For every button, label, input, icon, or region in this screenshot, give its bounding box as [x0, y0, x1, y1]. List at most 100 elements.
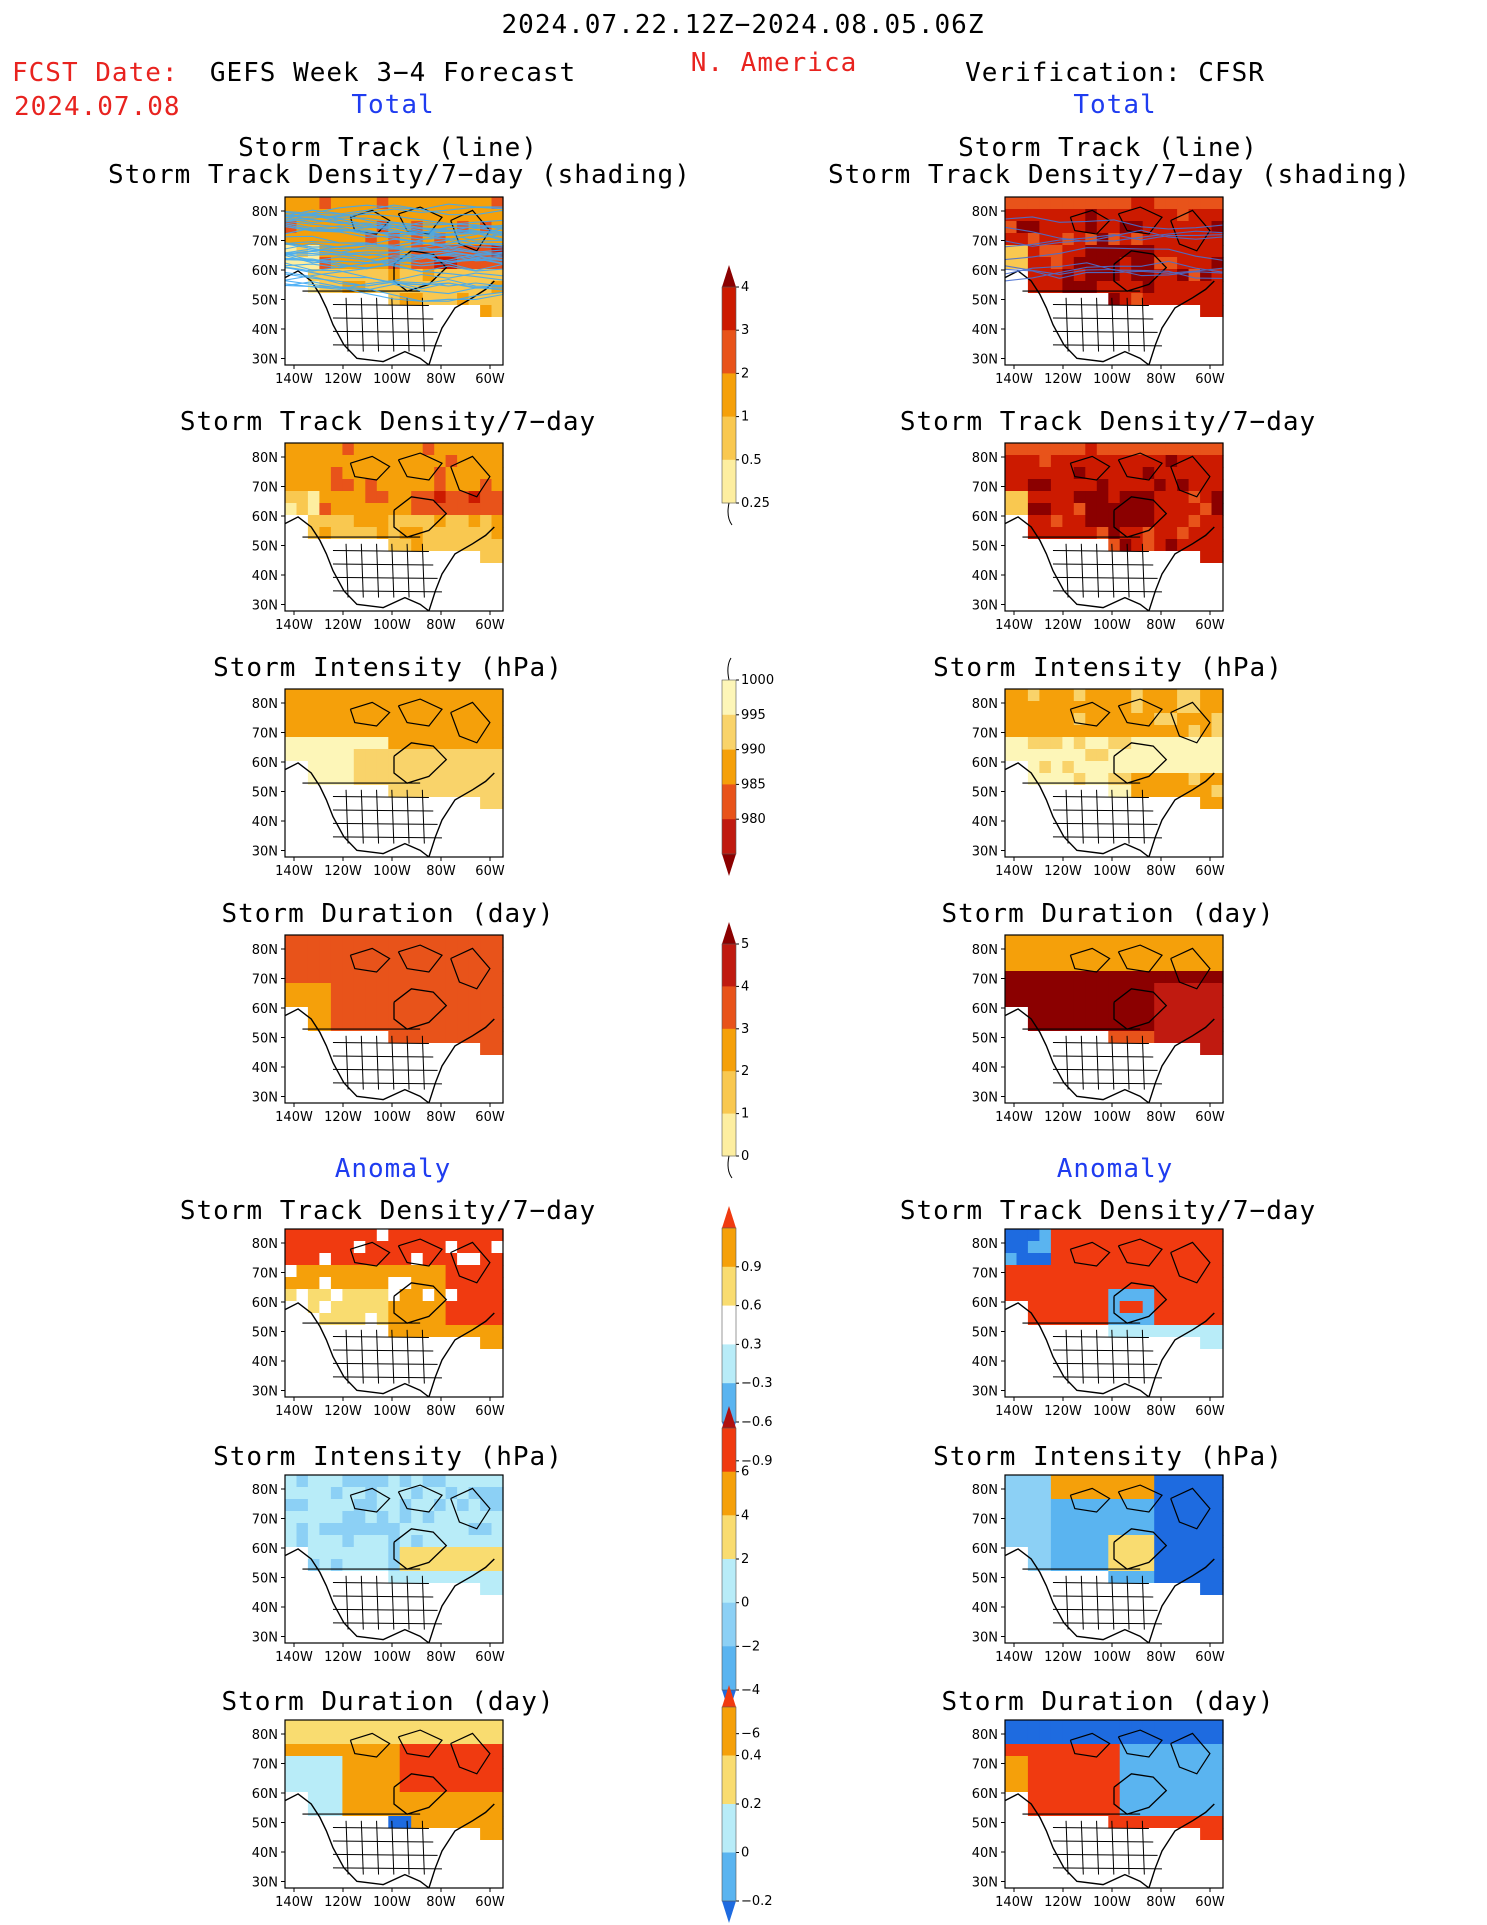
grid-cell: [491, 1385, 504, 1398]
colorbar-segment: [722, 1707, 736, 1756]
grid-cell: [1108, 947, 1121, 960]
grid-cell: [1154, 479, 1167, 492]
grid-cell: [1039, 341, 1052, 354]
grid-cell: [1027, 1547, 1040, 1560]
grid-cell: [1131, 305, 1144, 318]
grid-cell: [342, 983, 355, 996]
grid-cell: [307, 353, 320, 366]
grid-cell: [468, 1079, 481, 1092]
grid-cell: [491, 1583, 504, 1596]
hudson-bay-coastline: [1113, 742, 1168, 784]
grid-cell: [296, 1475, 309, 1488]
grid-cell: [1142, 1756, 1155, 1769]
grid-cell: [1211, 1301, 1224, 1314]
grid-cell: [468, 539, 481, 552]
grid-cell: [1085, 599, 1098, 612]
grid-cell: [1062, 1595, 1075, 1608]
state-line: [391, 1575, 395, 1630]
grid-cell: [1154, 1876, 1167, 1889]
grid-cell: [307, 1475, 320, 1488]
state-boundaries: [1052, 1820, 1162, 1875]
grid-cell: [480, 1385, 493, 1398]
colorbar-label: 4: [741, 280, 749, 295]
grid-cell: [399, 1756, 412, 1769]
arctic-island-coastline: [450, 947, 491, 990]
grid-cell: [1188, 209, 1201, 222]
grid-cell: [319, 1732, 332, 1745]
grid-cell: [1027, 551, 1040, 564]
grid-cell: [376, 845, 389, 858]
grid-cell: [296, 1571, 309, 1584]
grid-cell: [1188, 725, 1201, 738]
storm-track-line: [284, 281, 504, 302]
grid-cell: [1188, 1385, 1201, 1398]
grid-cell: [491, 443, 504, 456]
grid-cell: [1119, 785, 1132, 798]
state-line: [1126, 789, 1130, 844]
grid-cell: [1108, 221, 1121, 234]
lat-tick-label: 40N: [252, 1355, 278, 1370]
lat-tick-label: 60N: [972, 510, 998, 525]
arctic-island-coastline: [1117, 452, 1163, 481]
hudson-bay-coastline: [1113, 1528, 1168, 1570]
grid-cell: [376, 1780, 389, 1793]
grid-cell: [480, 329, 493, 342]
title-right-intensity: Storm Intensity (hPa): [933, 653, 1283, 683]
grid-cell: [319, 1031, 332, 1044]
grid-cell: [1085, 539, 1098, 552]
grid-cell: [491, 197, 504, 210]
state-boundaries: [332, 1820, 442, 1875]
grid-cell: [1005, 1744, 1018, 1757]
grid-cell: [1027, 329, 1040, 342]
lon-tick-label: 120W: [324, 372, 362, 387]
grid-cell: [422, 1720, 435, 1733]
grid-cell: [296, 1876, 309, 1889]
grid-cell: [1211, 1547, 1224, 1560]
colorbar-label: 990: [741, 743, 766, 758]
grid-cell: [1096, 761, 1109, 774]
grid-cell: [1108, 587, 1121, 600]
grid-cell: [1177, 1768, 1190, 1781]
grid-cell: [1027, 539, 1040, 552]
state-line: [360, 789, 364, 844]
grid-cell: [468, 1337, 481, 1350]
lon-tick-label: 100W: [373, 1650, 411, 1665]
grid-cell: [434, 1487, 447, 1500]
grid-cell: [1108, 1559, 1121, 1572]
grid-cell: [1073, 1055, 1086, 1068]
grid-cell: [1119, 1511, 1132, 1524]
grid-cell: [445, 761, 458, 774]
state-line: [1052, 1336, 1149, 1339]
grid-cell: [296, 1277, 309, 1290]
colorbar-label: 995: [741, 708, 766, 723]
state-line: [421, 1329, 425, 1384]
grid-cell: [388, 1019, 401, 1032]
grid-cell: [1096, 293, 1109, 306]
grid-cell: [342, 995, 355, 1008]
grid-cell: [1085, 971, 1098, 984]
grid-cell: [1062, 1241, 1075, 1254]
grid-cell: [353, 689, 366, 702]
state-line: [345, 1820, 349, 1875]
grid-cell: [1005, 443, 1018, 456]
grid-cell: [422, 467, 435, 480]
grid-cell: [296, 1229, 309, 1242]
grid-cell: [1177, 773, 1190, 786]
grid-cell: [1154, 1535, 1167, 1548]
grid-cell: [1039, 1720, 1052, 1733]
grid-cell: [1165, 1067, 1178, 1080]
state-line: [1126, 1575, 1130, 1630]
grid-cell: [411, 575, 424, 588]
grid-cell: [1177, 197, 1190, 210]
grid-cell: [1119, 1091, 1132, 1104]
grid-cell: [434, 1043, 447, 1056]
grid-cell: [422, 1475, 435, 1488]
grid-cell: [388, 1337, 401, 1350]
grid-cell: [1062, 1019, 1075, 1032]
grid-cell: [1177, 1852, 1190, 1865]
grid-cell: [1154, 1385, 1167, 1398]
grid-cell: [468, 1499, 481, 1512]
grid-cell: [1005, 1325, 1018, 1338]
